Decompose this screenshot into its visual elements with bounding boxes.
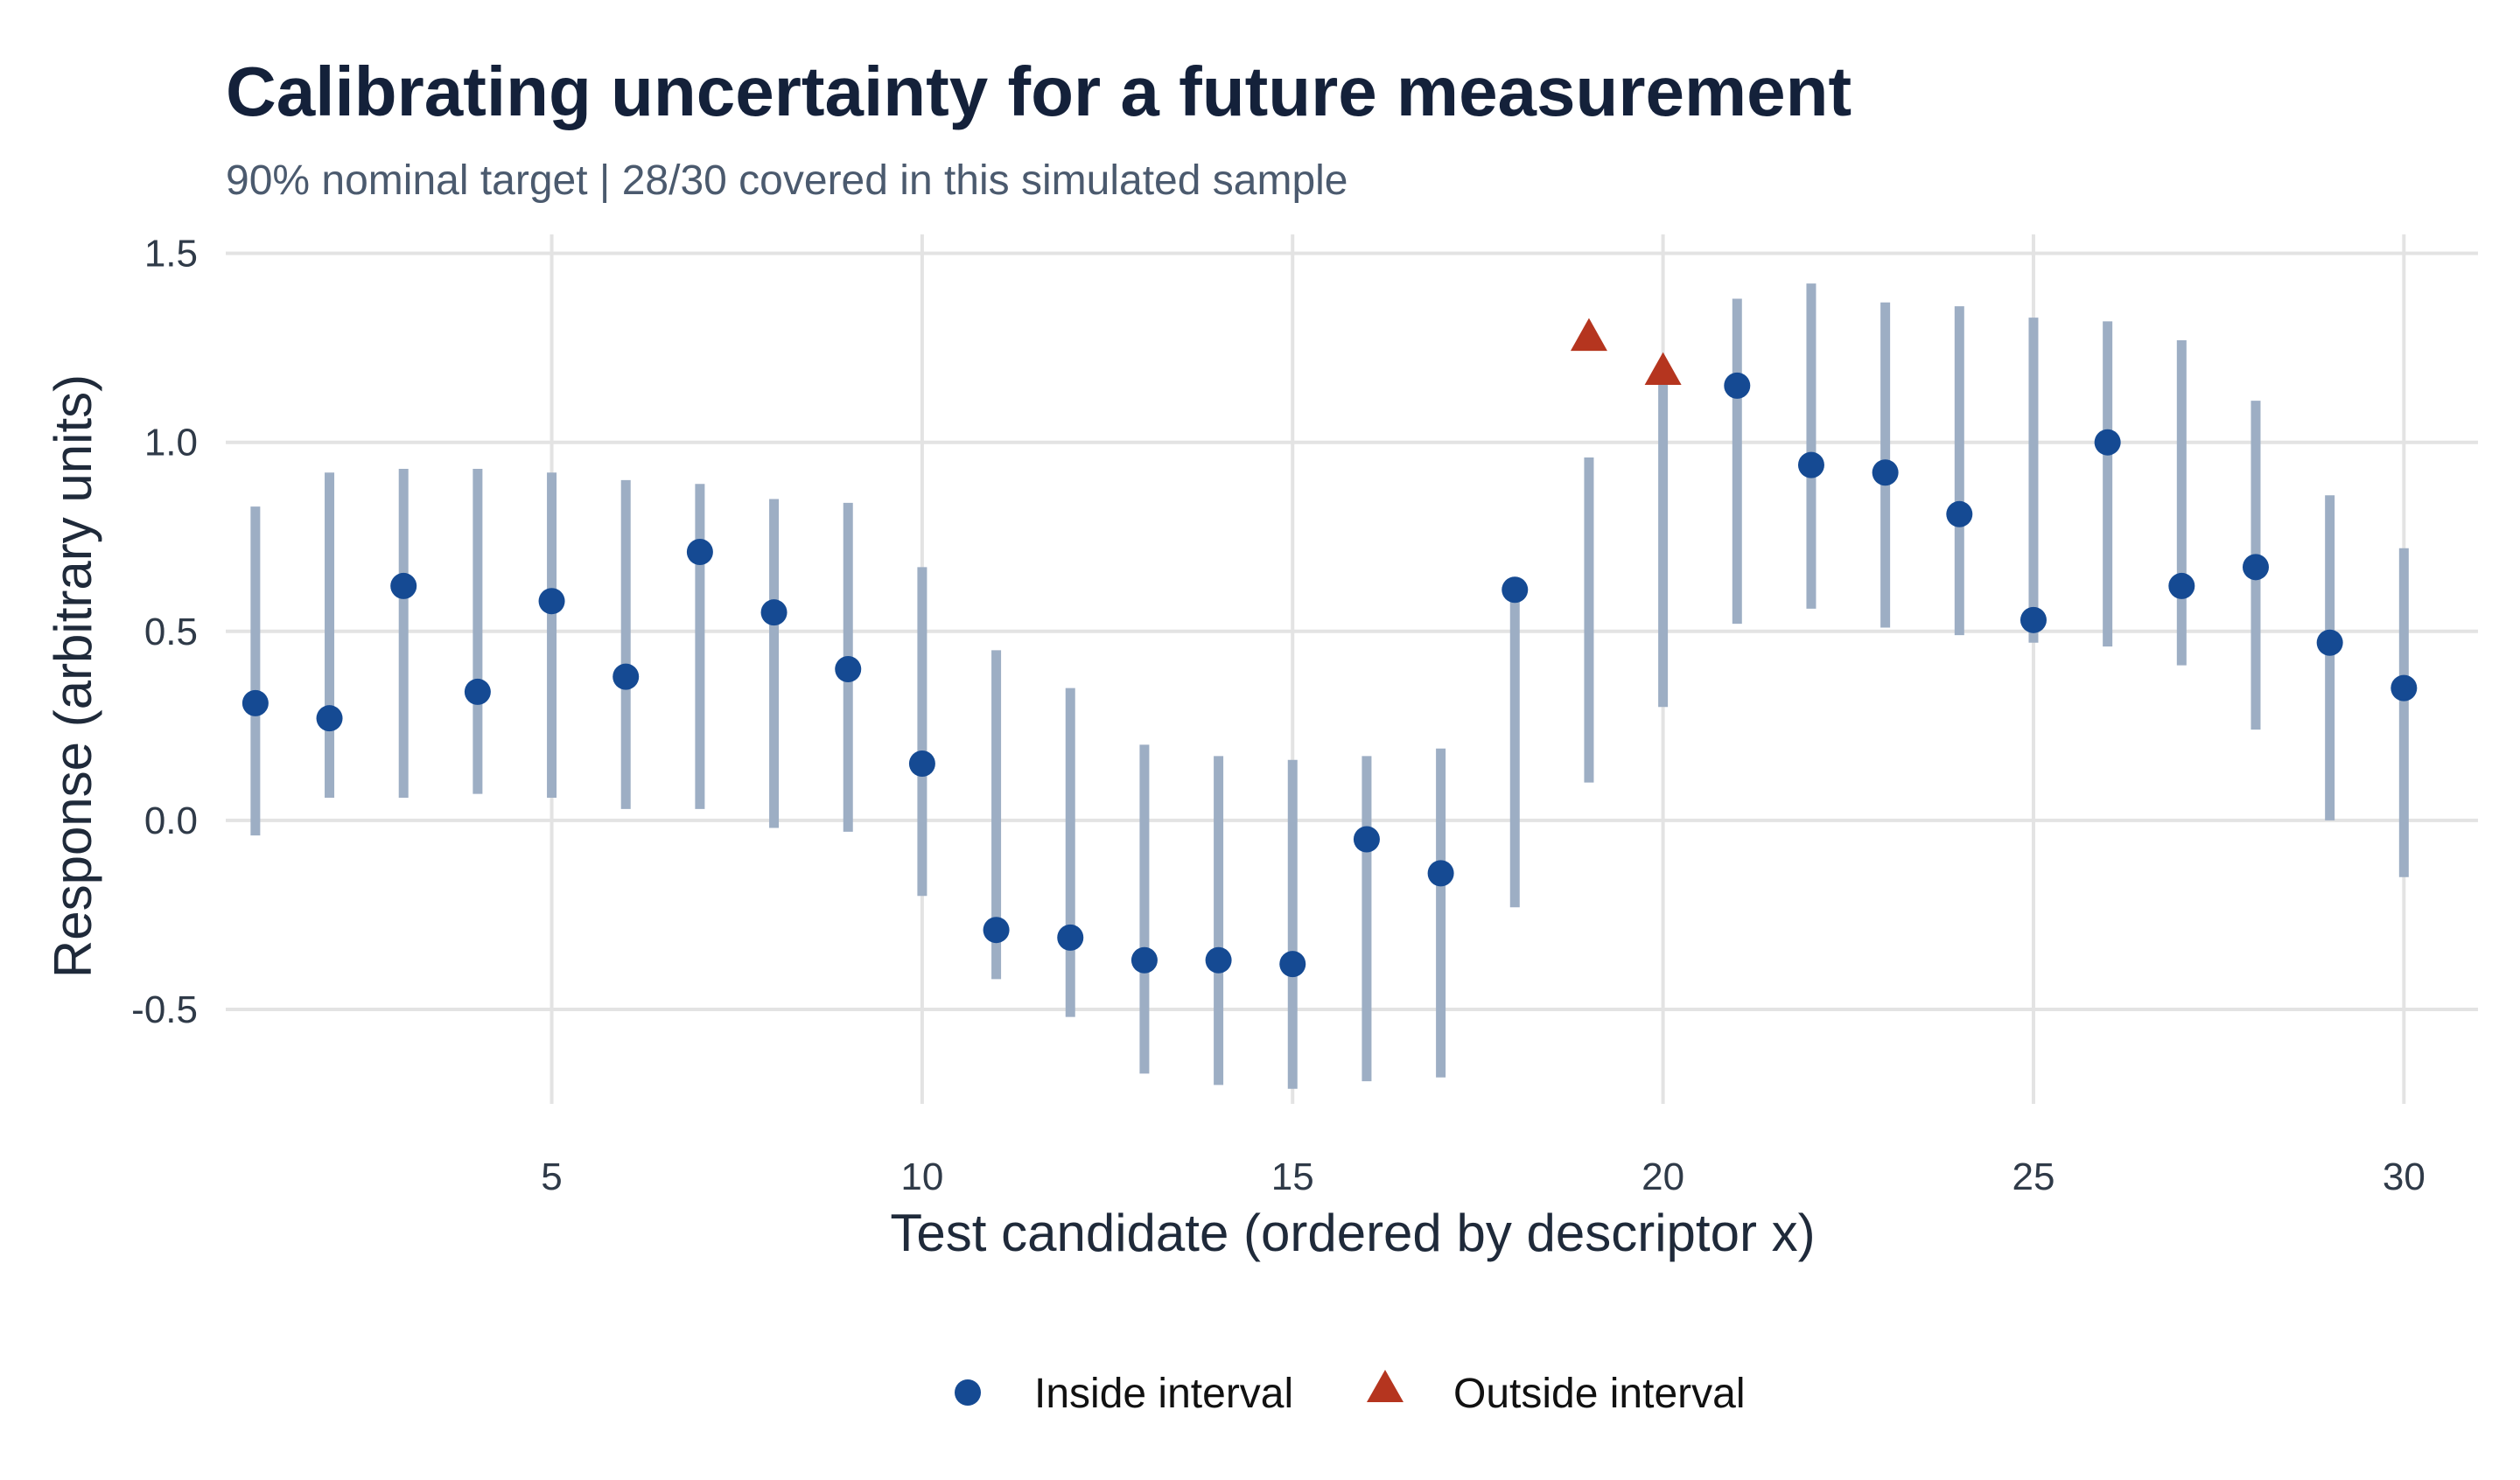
point-inside-interval xyxy=(1427,860,1454,887)
x-axis-title: Test candidate (ordered by descriptor x) xyxy=(890,1204,1815,1262)
point-outside-interval xyxy=(1644,352,1682,385)
prediction-intervals xyxy=(250,283,2409,1089)
point-inside-interval xyxy=(1205,946,1232,974)
point-inside-interval xyxy=(1797,451,1824,478)
x-tick-label: 5 xyxy=(541,1155,562,1198)
x-tick-label: 25 xyxy=(2012,1155,2054,1198)
x-tick-label: 15 xyxy=(1271,1155,1314,1198)
x-tick-label: 30 xyxy=(2383,1155,2426,1198)
y-axis-title: Response (arbitrary units) xyxy=(44,374,102,978)
point-inside-interval xyxy=(1946,500,1973,527)
point-inside-interval xyxy=(1724,372,1751,399)
point-inside-interval xyxy=(1057,924,1084,951)
point-inside-interval xyxy=(316,705,343,732)
measurement-points xyxy=(242,318,2418,978)
point-inside-interval xyxy=(1279,951,1306,978)
point-inside-interval xyxy=(908,750,935,778)
point-inside-interval xyxy=(1130,946,1158,974)
point-inside-interval xyxy=(2168,572,2195,599)
x-tick-label: 10 xyxy=(900,1155,943,1198)
chart-subtitle: 90% nominal target | 28/30 covered in th… xyxy=(226,157,1348,204)
point-outside-interval xyxy=(1570,318,1607,352)
legend-outside-marker xyxy=(1367,1370,1404,1402)
point-inside-interval xyxy=(1872,459,1899,486)
point-inside-interval xyxy=(464,678,491,705)
legend: Inside interval Outside interval xyxy=(955,1370,1746,1417)
legend-inside-marker xyxy=(955,1379,981,1406)
point-inside-interval xyxy=(760,599,788,626)
point-inside-interval xyxy=(2316,629,2343,656)
point-inside-interval xyxy=(835,656,862,682)
y-tick-label: 1.0 xyxy=(144,422,198,464)
point-inside-interval xyxy=(1353,826,1380,853)
point-inside-interval xyxy=(983,917,1010,944)
y-tick-label: 0.5 xyxy=(144,611,198,653)
chart-title: Calibrating uncertainty for a future mea… xyxy=(226,52,1852,130)
point-inside-interval xyxy=(1502,576,1529,604)
legend-outside-label: Outside interval xyxy=(1453,1371,1746,1417)
point-inside-interval xyxy=(2242,554,2269,581)
grid-lines xyxy=(226,234,2478,1104)
x-tick-label: 20 xyxy=(1642,1155,1684,1198)
y-tick-labels: -0.5 0.0 0.5 1.0 1.5 xyxy=(131,233,198,1031)
y-tick-label: 1.5 xyxy=(144,233,198,276)
y-tick-label: -0.5 xyxy=(131,988,198,1031)
point-inside-interval xyxy=(538,588,565,615)
point-inside-interval xyxy=(686,539,713,566)
point-inside-interval xyxy=(2094,429,2121,456)
point-inside-interval xyxy=(390,572,417,599)
legend-inside-label: Inside interval xyxy=(1034,1371,1293,1417)
point-inside-interval xyxy=(2020,606,2047,633)
x-tick-labels: 5 10 15 20 25 30 xyxy=(541,1155,2425,1198)
point-inside-interval xyxy=(2390,674,2418,702)
point-inside-interval xyxy=(612,663,640,690)
point-inside-interval xyxy=(242,689,269,716)
y-tick-label: 0.0 xyxy=(144,799,198,842)
